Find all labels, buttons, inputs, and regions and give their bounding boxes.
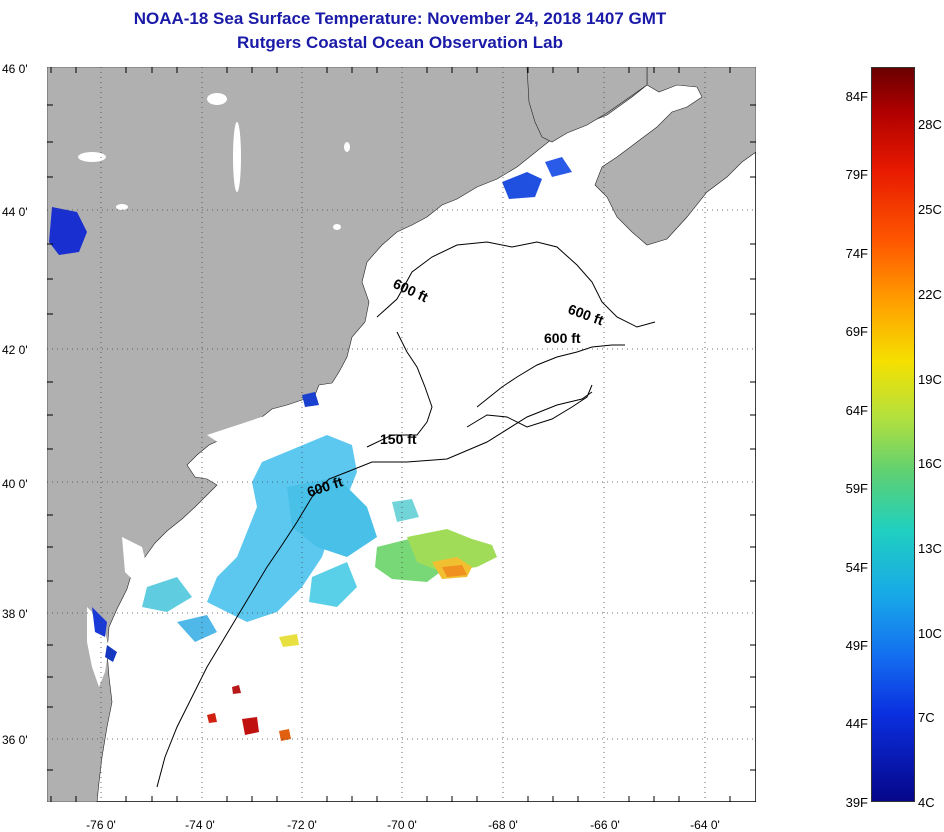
lake-5 (344, 142, 350, 152)
colorbar-label-4c: 4C (918, 795, 935, 810)
sst-patch-yellow-2 (279, 634, 299, 647)
lon-label-72: -72 0' (287, 818, 317, 832)
colorbar-label-19c: 19C (918, 372, 942, 387)
lon-label-68: -68 0' (488, 818, 518, 832)
land-nova-scotia (594, 67, 756, 246)
lake-4 (333, 224, 341, 230)
long-island-sound (207, 405, 309, 445)
bay-of-fundy (557, 135, 617, 167)
colorbar-label-7c: 7C (918, 710, 935, 725)
lat-label-46: 46 0' (2, 62, 28, 76)
sst-patch-cold-2 (502, 172, 542, 199)
sst-patch-red-3 (232, 685, 241, 694)
map-subtitle: Rutgers Coastal Ocean Observation Lab (237, 33, 563, 52)
sst-patch-red-2 (207, 713, 217, 723)
land-new-brunswick (526, 67, 648, 143)
chesapeake-bay (87, 607, 109, 687)
lake-1 (207, 93, 227, 105)
colorbar-label-10c: 10C (918, 626, 942, 641)
sst-patch-cyan-6 (392, 499, 419, 522)
sst-patch-cyan-5 (177, 615, 217, 642)
lat-label-38: 38 0' (2, 607, 28, 621)
sst-patch-red-1 (242, 717, 259, 735)
lon-label-74: -74 0' (185, 818, 215, 832)
sst-patch-cyan-3 (309, 562, 357, 607)
colorbar-label-64f: 64F (845, 403, 868, 418)
colorbar-label-49f: 49F (845, 638, 868, 653)
sst-patch-cold-4 (92, 607, 107, 637)
colorbar-label-28c: 28C (918, 117, 942, 132)
cape-cod-bay (347, 357, 377, 379)
contour-600ft-georges (476, 344, 625, 408)
sst-patch-orange-1 (442, 565, 467, 577)
sst-patch-cold-5 (105, 645, 117, 662)
sst-patch-cold-3 (545, 157, 572, 177)
land-us-mainland (47, 67, 648, 802)
lake-2 (78, 152, 106, 162)
lon-label-66: -66 0' (590, 818, 620, 832)
colorbar-label-84f: 84F (845, 89, 868, 104)
contour-georges-bank (466, 384, 593, 428)
delaware-bay (122, 537, 147, 582)
lon-label-64: -64 0' (690, 818, 720, 832)
sst-patch-green-2 (407, 529, 497, 572)
lat-label-36: 36 0' (2, 733, 28, 747)
colorbar-label-25c: 25C (918, 202, 942, 217)
contour-label-600-3: 600 ft (544, 330, 581, 346)
colorbar-label-39f: 39F (845, 795, 868, 810)
colorbar-label-74f: 74F (845, 246, 868, 261)
colorbar-label-59f: 59F (845, 481, 868, 496)
lon-label-70: -70 0' (387, 818, 417, 832)
contour-150ft (366, 331, 433, 448)
contour-600ft-gulf (376, 241, 656, 328)
lat-label-40: 40 0' (2, 477, 28, 491)
colorbar-label-13c: 13C (918, 541, 942, 556)
colorbar-label-22c: 22C (918, 287, 942, 302)
lat-label-44: 44 0' (2, 205, 28, 219)
contour-label-150: 150 ft (380, 431, 417, 447)
colorbar-label-44f: 44F (845, 716, 868, 731)
lon-label-76: -76 0' (86, 818, 116, 832)
map-title: NOAA-18 Sea Surface Temperature: Novembe… (133, 9, 667, 28)
sst-patch-cyan-2 (287, 477, 377, 557)
map-ticks (47, 67, 756, 802)
sst-map: 600 ft 600 ft 600 ft 150 ft 600 ft (47, 67, 756, 802)
map-grid (47, 67, 756, 802)
sst-patch-cold-6 (302, 392, 319, 407)
lake-3 (116, 204, 128, 210)
lat-label-42: 42 0' (2, 343, 28, 357)
sst-patch-orange-2 (279, 729, 291, 741)
temperature-colorbar (871, 67, 915, 802)
colorbar-label-16c: 16C (918, 456, 942, 471)
sst-patch-cyan-4 (142, 577, 192, 612)
sst-patch-cold-1 (49, 207, 87, 255)
colorbar-label-69f: 69F (845, 324, 868, 339)
colorbar-label-79f: 79F (845, 167, 868, 182)
colorbar-label-54f: 54F (845, 560, 868, 575)
lake-champlain (233, 122, 241, 192)
contour-600ft-south (156, 391, 593, 788)
